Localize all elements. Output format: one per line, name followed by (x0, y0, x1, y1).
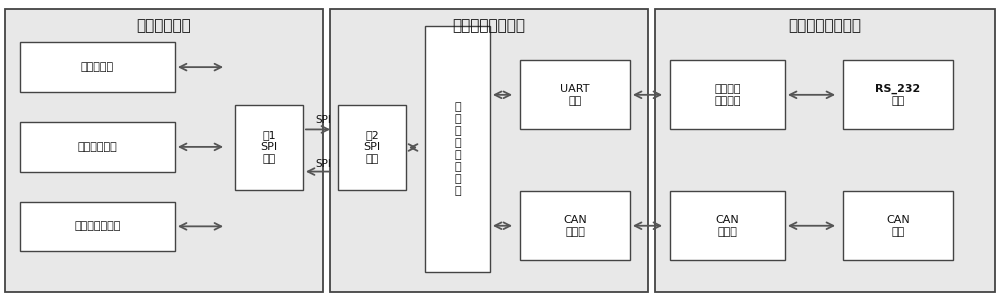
Text: 第1
SPI
接口: 第1 SPI 接口 (260, 131, 278, 164)
Bar (425, 26, 490, 272)
Bar (20, 202, 175, 251)
Text: CAN
接口: CAN 接口 (886, 215, 910, 237)
Text: RS_232
接口: RS_232 接口 (875, 84, 921, 106)
Bar (843, 191, 953, 260)
Bar (670, 191, 785, 260)
Text: 串口电平
转换芯片: 串口电平 转换芯片 (714, 84, 741, 106)
Bar (20, 42, 175, 92)
Text: 数据采集模块: 数据采集模块 (137, 18, 191, 33)
Text: 外围通信接口模块: 外围通信接口模块 (789, 18, 862, 33)
Text: 三轴陀螺仪: 三轴陀螺仪 (81, 62, 114, 72)
Text: CAN
收发器: CAN 收发器 (716, 215, 739, 237)
Bar (330, 9, 648, 292)
Text: 数据处理解算模块: 数据处理解算模块 (452, 18, 526, 33)
Text: SPI: SPI (315, 115, 331, 126)
Bar (20, 122, 175, 172)
Bar (235, 105, 303, 190)
Text: 数
据
处
理
解
算
单
元: 数 据 处 理 解 算 单 元 (454, 102, 461, 196)
Text: UART
接口: UART 接口 (560, 84, 590, 106)
Text: CAN
控制器: CAN 控制器 (563, 215, 587, 237)
Bar (520, 60, 630, 129)
Bar (655, 9, 995, 292)
Text: 第2
SPI
接口: 第2 SPI 接口 (363, 131, 381, 164)
Bar (843, 60, 953, 129)
Bar (670, 60, 785, 129)
Bar (520, 191, 630, 260)
Text: 三轴加速度计: 三轴加速度计 (78, 142, 117, 152)
Text: 三轴磁阻传感器: 三轴磁阻传感器 (74, 222, 121, 231)
Text: SPI: SPI (315, 159, 331, 169)
Bar (5, 9, 323, 292)
Bar (338, 105, 406, 190)
